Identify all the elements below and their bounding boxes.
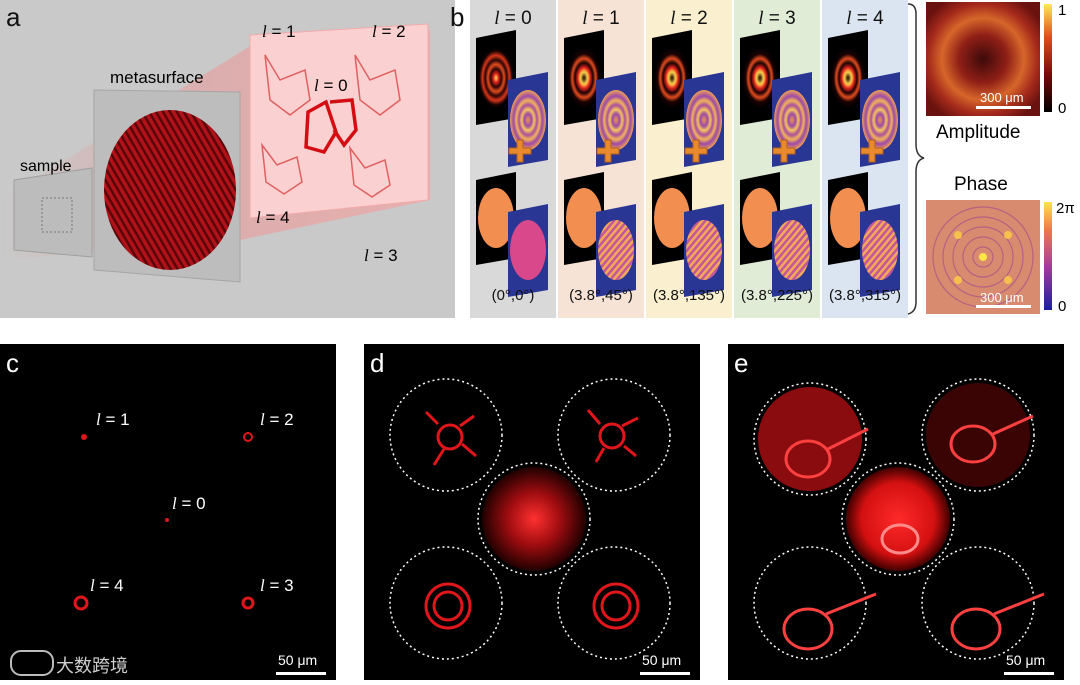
metasurface-label: metasurface [110, 68, 204, 87]
e-scale-bar [1004, 672, 1054, 675]
hologram-images-d [389, 378, 671, 660]
panel-d: d 50 μm [364, 344, 700, 680]
c-order-l0: l = 0 [172, 494, 206, 513]
panel-b: b [450, 0, 1080, 318]
amplitude-map [926, 2, 1040, 116]
far-field-spots [73, 432, 255, 611]
angle-label-4: (3.8°,315°) [828, 287, 902, 304]
c-order-l2: l = 2 [260, 410, 294, 429]
col4-tiles [828, 30, 900, 297]
phase-title: Phase [954, 174, 1008, 195]
watermark-logo [10, 650, 54, 676]
col-header-2: l = 2 [670, 8, 708, 29]
c-scale-text: 50 μm [278, 652, 318, 668]
c-scale-bar [276, 672, 326, 675]
angle-label-1: (3.8°,45°) [569, 287, 633, 304]
amplitude-cbar-max: 1 [1058, 2, 1067, 19]
watermark: 大数跨境 [56, 656, 128, 677]
col-header-0: l = 0 [494, 8, 532, 29]
plus-icons [508, 139, 884, 163]
d-scale-bar [640, 672, 690, 675]
d-scale-text: 50 μm [642, 652, 682, 668]
panel-e: e 50 μm [728, 344, 1064, 680]
panel-d-label: d [370, 348, 385, 378]
phase-cbar-max: 2π [1056, 200, 1075, 217]
panel-c-label: c [6, 348, 19, 378]
sample-plate [13, 167, 93, 258]
col2-tiles [652, 30, 724, 297]
hologram-screen [249, 23, 429, 219]
panel-a: a metasurface sample l = 1 l = 2 l = 0 l… [0, 0, 455, 318]
order-label-l0: l = 0 [314, 76, 348, 95]
e-scale-text: 50 μm [1006, 652, 1046, 668]
panel-a-label: a [6, 2, 21, 32]
metasurface-disk [104, 110, 236, 270]
angle-label-2: (3.8°,135°) [652, 287, 726, 304]
order-label-l3: l = 3 [364, 246, 398, 265]
col1-tiles [564, 30, 636, 297]
phase-scale-text: 300 μm [980, 290, 1024, 305]
angle-label-0: (0°,0°) [491, 287, 535, 304]
c-order-l3: l = 3 [260, 576, 294, 595]
hologram-images-e [753, 378, 1045, 660]
c-order-l1: l = 1 [96, 410, 130, 429]
panel-b-label: b [450, 2, 465, 32]
panel-c: c l = 1 l = 2 l = 0 l = 4 l = 3 大数跨境 50 … [0, 344, 336, 680]
col-header-1: l = 1 [582, 8, 620, 29]
setup-illustration [0, 0, 455, 318]
col-header-4: l = 4 [846, 8, 884, 29]
amplitude-title: Amplitude [936, 122, 1021, 143]
panel-e-label: e [734, 348, 749, 378]
amplitude-cbar-min: 0 [1058, 100, 1067, 117]
sample-label: sample [20, 158, 72, 175]
col-header-3: l = 3 [758, 8, 796, 29]
phase-cbar-min: 0 [1058, 298, 1067, 315]
order-label-l4: l = 4 [256, 208, 290, 227]
col3-tiles [740, 30, 812, 297]
col0-tiles [476, 30, 548, 297]
brace [907, 3, 925, 315]
order-label-l1: l = 1 [262, 22, 296, 41]
amplitude-scale-text: 300 μm [980, 90, 1024, 105]
order-label-l2: l = 2 [372, 22, 406, 41]
c-order-l4: l = 4 [90, 576, 124, 595]
angle-label-3: (3.8°,225°) [740, 287, 814, 304]
mode-decomposition [470, 0, 1052, 318]
